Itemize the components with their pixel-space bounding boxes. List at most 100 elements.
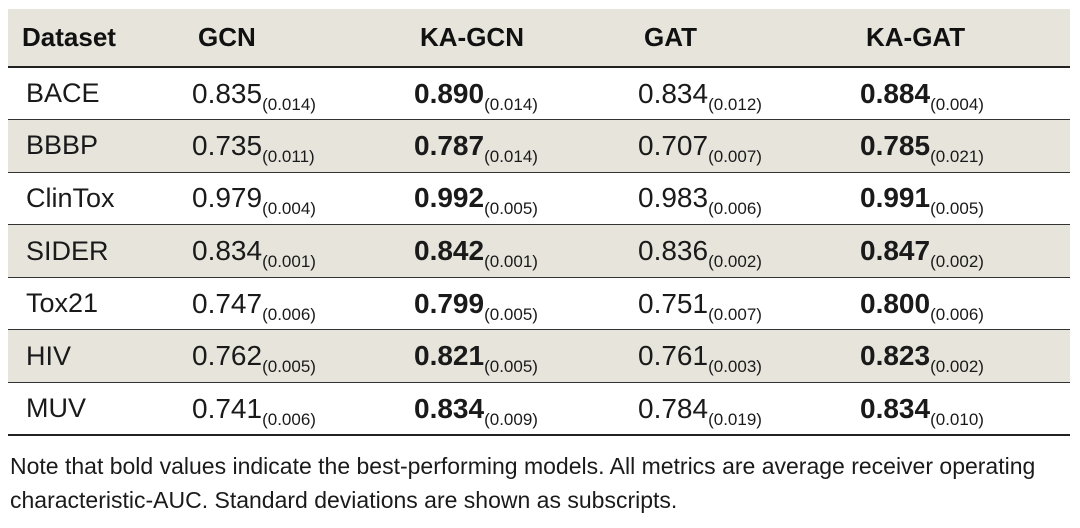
std-deviation-subscript: (0.012) [708,94,762,114]
header-gcn: GCN [184,9,406,68]
std-deviation-subscript: (0.004) [262,199,316,219]
std-deviation-subscript: (0.014) [262,94,316,114]
metric-value: 0.799 [414,287,485,319]
metric-value: 0.884 [860,77,931,109]
table-header: Dataset GCN KA-GCN GAT KA-GAT [8,9,1070,68]
table-footnote: Note that bold values indicate the best-… [10,453,1036,513]
dataset-name-cell: MUV [8,382,184,437]
metric-value: 0.992 [414,182,485,214]
metric-value: 0.751 [638,287,709,319]
std-deviation-subscript: (0.014) [484,146,538,166]
std-deviation-subscript: (0.021) [930,146,984,166]
std-deviation-subscript: (0.011) [262,146,315,166]
dataset-name-cell: ClinTox [8,172,184,226]
metric-value: 0.741 [192,392,263,424]
std-deviation-subscript: (0.009) [484,409,538,429]
metric-value: 0.747 [192,287,263,319]
std-deviation-subscript: (0.002) [930,252,984,272]
metric-cell-gcn: 0.979(0.004) [184,172,406,226]
table-body: BACE 0.835(0.014) 0.890(0.014) 0.834(0.012)… [8,67,1070,437]
metric-cell-gat: 0.707(0.007) [630,119,852,173]
metric-cell-ka-gat: 0.847(0.002) [852,224,1070,278]
metric-value: 0.834 [638,77,709,109]
header-row: Dataset GCN KA-GCN GAT KA-GAT [8,9,1070,68]
table-row: SIDER 0.834(0.001) 0.842(0.001) 0.836(0.002… [8,224,1070,278]
table-row: MUV 0.741(0.006) 0.834(0.009) 0.784(0.019) 0… [8,382,1070,437]
header-gat: GAT [630,9,852,68]
table-row: ClinTox 0.979(0.004) 0.992(0.005) 0.983(0.0… [8,172,1070,226]
metric-value: 0.847 [860,235,931,267]
metric-value: 0.983 [638,182,709,214]
metric-cell-gat: 0.983(0.006) [630,172,852,226]
metric-cell-gcn: 0.747(0.006) [184,277,406,331]
header-ka-gat: KA-GAT [852,9,1070,68]
std-deviation-subscript: (0.007) [708,146,762,166]
metric-cell-gcn: 0.834(0.001) [184,224,406,278]
metric-value: 0.834 [414,392,485,424]
std-deviation-subscript: (0.001) [262,252,316,272]
metric-cell-ka-gcn: 0.842(0.001) [406,224,630,278]
metric-cell-ka-gcn: 0.787(0.014) [406,119,630,173]
metric-cell-gat: 0.761(0.003) [630,329,852,384]
metric-value: 0.821 [414,340,485,372]
metric-cell-ka-gcn: 0.799(0.005) [406,277,630,331]
std-deviation-subscript: (0.005) [930,199,984,219]
metric-cell-gcn: 0.762(0.005) [184,329,406,384]
metric-cell-gat: 0.784(0.019) [630,382,852,437]
metric-value: 0.785 [860,129,931,161]
dataset-name-cell: BBBP [8,119,184,173]
std-deviation-subscript: (0.003) [708,357,762,377]
table-row: BACE 0.835(0.014) 0.890(0.014) 0.834(0.012)… [8,67,1070,121]
metric-cell-gcn: 0.835(0.014) [184,67,406,121]
std-deviation-subscript: (0.006) [930,304,984,324]
metric-cell-gat: 0.834(0.012) [630,67,852,121]
std-deviation-subscript: (0.004) [930,94,984,114]
std-deviation-subscript: (0.005) [484,357,538,377]
metric-value: 0.735 [192,129,263,161]
std-deviation-subscript: (0.006) [262,409,316,429]
std-deviation-subscript: (0.005) [484,304,538,324]
dataset-name-cell: SIDER [8,224,184,278]
std-deviation-subscript: (0.006) [708,199,762,219]
table-row: Tox21 0.747(0.006) 0.799(0.005) 0.751(0.007… [8,277,1070,331]
metric-cell-gcn: 0.735(0.011) [184,119,406,173]
metric-cell-ka-gat: 0.834(0.010) [852,382,1070,437]
std-deviation-subscript: (0.007) [708,304,762,324]
metric-cell-ka-gat: 0.800(0.006) [852,277,1070,331]
metric-value: 0.842 [414,235,485,267]
metric-value: 0.979 [192,182,263,214]
metric-value: 0.890 [414,77,485,109]
metric-value: 0.991 [860,182,931,214]
std-deviation-subscript: (0.002) [708,252,762,272]
std-deviation-subscript: (0.001) [484,252,538,272]
metric-value: 0.823 [860,340,931,372]
metric-cell-ka-gat: 0.823(0.002) [852,329,1070,384]
dataset-name-cell: HIV [8,329,184,384]
std-deviation-subscript: (0.005) [262,357,316,377]
std-deviation-subscript: (0.006) [262,304,316,324]
metric-value: 0.834 [860,392,931,424]
header-ka-gcn: KA-GCN [406,9,630,68]
metric-cell-ka-gat: 0.785(0.021) [852,119,1070,173]
metric-cell-ka-gcn: 0.992(0.005) [406,172,630,226]
results-table: Dataset GCN KA-GCN GAT KA-GAT BACE 0.835(… [8,9,1070,437]
dataset-name-cell: BACE [8,67,184,121]
table-row: BBBP 0.735(0.011) 0.787(0.014) 0.707(0.007)… [8,119,1070,173]
metric-cell-ka-gcn: 0.890(0.014) [406,67,630,121]
std-deviation-subscript: (0.002) [930,357,984,377]
std-deviation-subscript: (0.005) [484,199,538,219]
metric-cell-ka-gcn: 0.821(0.005) [406,329,630,384]
results-table-container: Dataset GCN KA-GCN GAT KA-GAT BACE 0.835(… [8,9,1070,437]
metric-cell-ka-gcn: 0.834(0.009) [406,382,630,437]
metric-cell-ka-gat: 0.884(0.004) [852,67,1070,121]
std-deviation-subscript: (0.010) [930,409,984,429]
metric-value: 0.800 [860,287,931,319]
metric-value: 0.784 [638,392,709,424]
metric-value: 0.835 [192,77,263,109]
dataset-name-cell: Tox21 [8,277,184,331]
metric-cell-gat: 0.751(0.007) [630,277,852,331]
metric-cell-gcn: 0.741(0.006) [184,382,406,437]
metric-value: 0.787 [414,129,485,161]
header-dataset: Dataset [8,9,184,68]
std-deviation-subscript: (0.019) [708,409,762,429]
